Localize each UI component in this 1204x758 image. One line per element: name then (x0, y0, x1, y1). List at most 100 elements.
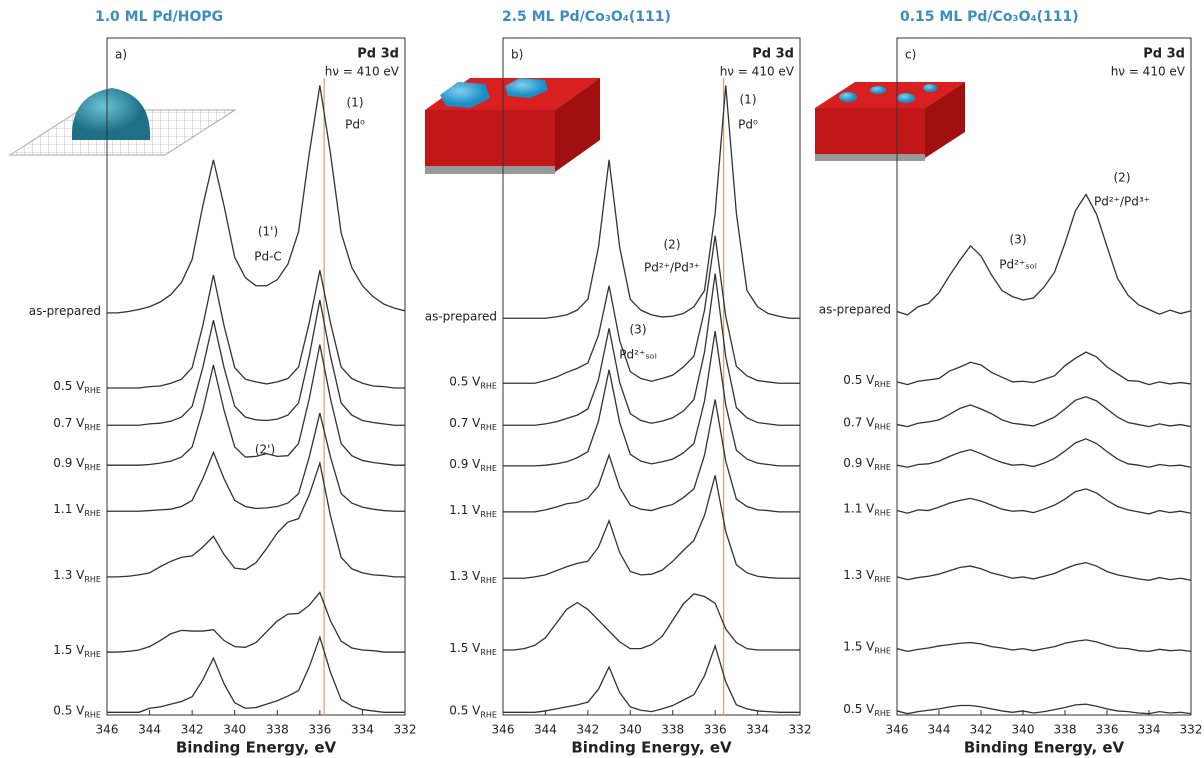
peak-annotation: Pd²⁺/Pd³⁺ (644, 261, 700, 275)
series-label: as-prepared (425, 309, 497, 323)
x-tick-label: 332 (1180, 723, 1203, 737)
series-name-sub: RHE (480, 509, 497, 518)
x-tick-label: 338 (661, 723, 684, 737)
core-level: Pd 3d (1143, 47, 1185, 62)
spectrum-line (107, 463, 405, 577)
peak-annotation: Pd⁰ (738, 118, 758, 132)
peak-annotation: (3) (630, 323, 647, 337)
series-name: as-prepared (819, 302, 891, 316)
panel-label: c) (905, 48, 916, 62)
spectrum-line (897, 640, 1191, 652)
series-name: 1.5 V (449, 641, 481, 655)
peak-annotation: Pd-C (254, 250, 282, 264)
spectrum-line (107, 637, 405, 712)
x-tick-label: 346 (96, 723, 119, 737)
x-tick-label: 332 (789, 723, 812, 737)
spectrum-line (503, 646, 800, 712)
peak-annotation: (1) (347, 96, 364, 110)
x-tick-label: 346 (886, 723, 909, 737)
series-label: 0.9 VRHE (843, 456, 891, 472)
series-name: 0.7 V (53, 416, 85, 430)
series-name: 1.1 V (53, 502, 85, 516)
spectrum-line (897, 397, 1191, 427)
x-axis-label: Binding Energy, eV (571, 739, 732, 757)
spectrum-line (897, 194, 1191, 315)
series-label: 0.5 VRHE (843, 372, 891, 388)
series-label: 0.7 VRHE (843, 415, 891, 431)
series-label: 1.3 VRHE (843, 567, 891, 583)
x-tick-label: 338 (266, 723, 289, 737)
x-tick-label: 344 (928, 723, 951, 737)
series-label: 0.5 VRHE (53, 379, 101, 395)
x-tick-label: 336 (308, 723, 331, 737)
series-name: 1.3 V (53, 567, 85, 581)
series-name-sub: RHE (874, 422, 891, 431)
series-label: 0.9 VRHE (53, 456, 101, 472)
peak-annotation: (1) (740, 93, 757, 107)
series-name-sub: RHE (874, 379, 891, 388)
spectrum-line (107, 300, 405, 425)
x-tick-label: 346 (492, 723, 515, 737)
photon-energy: hν = 410 eV (325, 65, 400, 79)
peak-annotation: (2) (664, 238, 681, 252)
spectrum-line (503, 594, 800, 650)
series-name-sub: RHE (874, 646, 891, 655)
series-label: as-prepared (819, 302, 891, 316)
x-tick-label: 334 (1138, 723, 1161, 737)
spectrum-line (503, 400, 800, 512)
panel-label: b) (511, 48, 523, 62)
series-name-sub: RHE (480, 423, 497, 432)
series-name-sub: RHE (84, 710, 101, 719)
inset-model (425, 78, 600, 174)
series-name: 0.5 V (53, 379, 85, 393)
series-label: 1.1 VRHE (53, 502, 101, 518)
series-name-sub: RHE (84, 509, 101, 518)
spectrum-line (503, 475, 800, 578)
series-name-sub: RHE (874, 508, 891, 517)
series-name: as-prepared (425, 309, 497, 323)
series-label: 1.5 VRHE (843, 639, 891, 655)
panel-title: 1.0 ML Pd/HOPG (95, 9, 223, 25)
series-label: 0.5 VRHE (843, 701, 891, 717)
spectrum-line (897, 704, 1191, 713)
peak-annotation: (2') (255, 443, 275, 457)
peak-annotation: (2) (1114, 171, 1131, 185)
series-label: 1.3 VRHE (53, 567, 101, 583)
series-name: 1.1 V (449, 502, 481, 516)
peak-annotation: Pd²⁺/Pd³⁺ (1094, 195, 1150, 209)
core-level: Pd 3d (752, 47, 794, 62)
series-name: 1.3 V (449, 569, 481, 583)
series-label: 1.5 VRHE (53, 643, 101, 659)
photon-energy: hν = 410 eV (1111, 65, 1186, 79)
photon-energy: hν = 410 eV (720, 65, 795, 79)
spectrum-line (107, 270, 405, 388)
x-tick-label: 342 (181, 723, 204, 737)
series-name: 0.9 V (449, 456, 481, 470)
series-name: 1.5 V (843, 639, 875, 653)
spectrum-line (897, 489, 1191, 514)
series-name-sub: RHE (84, 463, 101, 472)
peak-annotation: (3) (1010, 233, 1027, 247)
x-axis-label: Binding Energy, eV (176, 739, 337, 757)
series-label: 1.3 VRHE (449, 569, 497, 585)
series-label: 1.1 VRHE (449, 502, 497, 518)
spectrum-line (107, 413, 405, 511)
series-name: 0.5 V (53, 703, 85, 717)
x-tick-label: 344 (138, 723, 161, 737)
x-tick-label: 342 (576, 723, 599, 737)
x-tick-label: 340 (1012, 723, 1035, 737)
series-name: 1.5 V (53, 643, 85, 657)
series-label: 0.5 VRHE (449, 374, 497, 390)
series-name-sub: RHE (84, 423, 101, 432)
x-tick-label: 340 (223, 723, 246, 737)
spectrum-line (897, 439, 1191, 467)
x-tick-label: 332 (394, 723, 417, 737)
series-name: 0.5 V (449, 703, 481, 717)
series-label: 0.5 VRHE (53, 703, 101, 719)
series-name-sub: RHE (874, 708, 891, 717)
series-label: 0.9 VRHE (449, 456, 497, 472)
series-label: 1.5 VRHE (449, 641, 497, 657)
x-tick-label: 338 (1054, 723, 1077, 737)
peak-annotation: Pd⁰ (345, 118, 365, 132)
peak-annotation: (1') (258, 225, 278, 239)
